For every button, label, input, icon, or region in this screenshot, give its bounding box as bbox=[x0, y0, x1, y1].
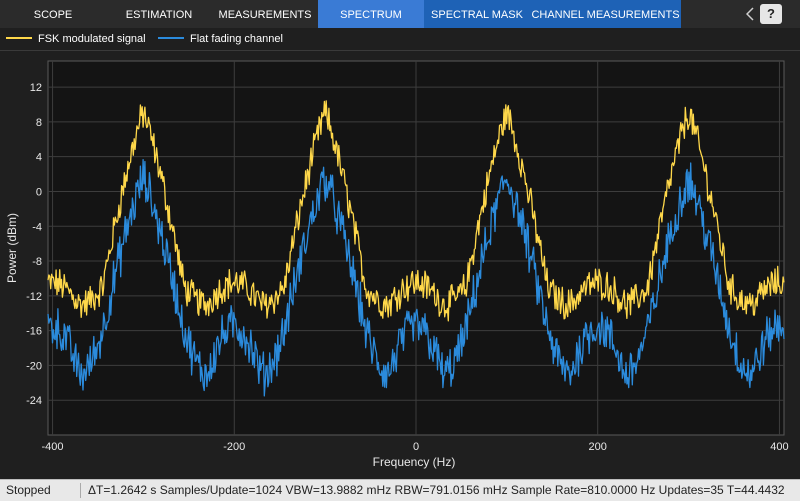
toolstrip: SCOPE ESTIMATION MEASUREMENTS SPECTRUM S… bbox=[0, 0, 800, 28]
y-tick-label: -24 bbox=[26, 395, 42, 407]
x-tick-label: -400 bbox=[42, 441, 64, 453]
status-divider bbox=[80, 483, 81, 498]
y-tick-label: -12 bbox=[26, 291, 42, 303]
y-tick-label: -4 bbox=[32, 221, 42, 233]
legend-item-fading[interactable]: Flat fading channel bbox=[158, 28, 283, 50]
tab-measurements[interactable]: MEASUREMENTS bbox=[218, 9, 312, 21]
legend: FSK modulated signal Flat fading channel bbox=[0, 28, 800, 51]
x-tick-labels: -400 -200 0 200 400 bbox=[42, 441, 789, 453]
y-tick-label: 4 bbox=[36, 152, 42, 164]
y-tick-label: 8 bbox=[36, 117, 42, 129]
y-tick-label: -8 bbox=[32, 256, 42, 268]
legend-swatch-fading bbox=[158, 37, 184, 40]
tab-spectral-mask[interactable]: SPECTRAL MASK bbox=[424, 0, 530, 28]
series-line-fading bbox=[47, 159, 785, 397]
status-bar: Stopped ΔT=1.2642 s Samples/Update=1024 … bbox=[0, 479, 800, 501]
y-tick-label: 0 bbox=[36, 186, 42, 198]
legend-item-fsk[interactable]: FSK modulated signal bbox=[6, 28, 146, 50]
y-axis-label: Power (dBm) bbox=[5, 213, 19, 283]
legend-swatch-fsk bbox=[6, 37, 32, 40]
tab-channel-measurements[interactable]: CHANNEL MEASUREMENTS bbox=[530, 0, 681, 28]
legend-label-fading: Flat fading channel bbox=[190, 33, 283, 45]
collapse-toolstrip-icon[interactable] bbox=[746, 4, 754, 24]
tab-scope[interactable]: SCOPE bbox=[33, 9, 73, 21]
status-info: ΔT=1.2642 s Samples/Update=1024 VBW=13.9… bbox=[88, 483, 785, 497]
x-tick-label: 400 bbox=[770, 441, 788, 453]
x-axis-label: Frequency (Hz) bbox=[373, 455, 456, 469]
traces bbox=[47, 100, 785, 397]
series-line-fsk bbox=[47, 100, 785, 322]
y-tick-label: -20 bbox=[26, 360, 42, 372]
status-state: Stopped bbox=[6, 483, 51, 497]
y-tick-label: 12 bbox=[30, 82, 42, 94]
legend-label-fsk: FSK modulated signal bbox=[38, 33, 146, 45]
tab-estimation[interactable]: ESTIMATION bbox=[125, 9, 193, 21]
y-tick-label: -16 bbox=[26, 326, 42, 338]
y-tick-labels: 12 8 4 0 -4 -8 -12 -16 -20 -24 bbox=[26, 82, 42, 407]
x-tick-label: -200 bbox=[223, 441, 245, 453]
x-tick-label: 200 bbox=[589, 441, 607, 453]
spectrum-plot: 12 8 4 0 -4 -8 -12 -16 -20 -24 -400 -200 0 200 400 Po… bbox=[0, 51, 800, 479]
tab-spectrum[interactable]: SPECTRUM bbox=[318, 0, 424, 28]
x-tick-label: 0 bbox=[413, 441, 419, 453]
help-button[interactable]: ? bbox=[760, 4, 782, 24]
